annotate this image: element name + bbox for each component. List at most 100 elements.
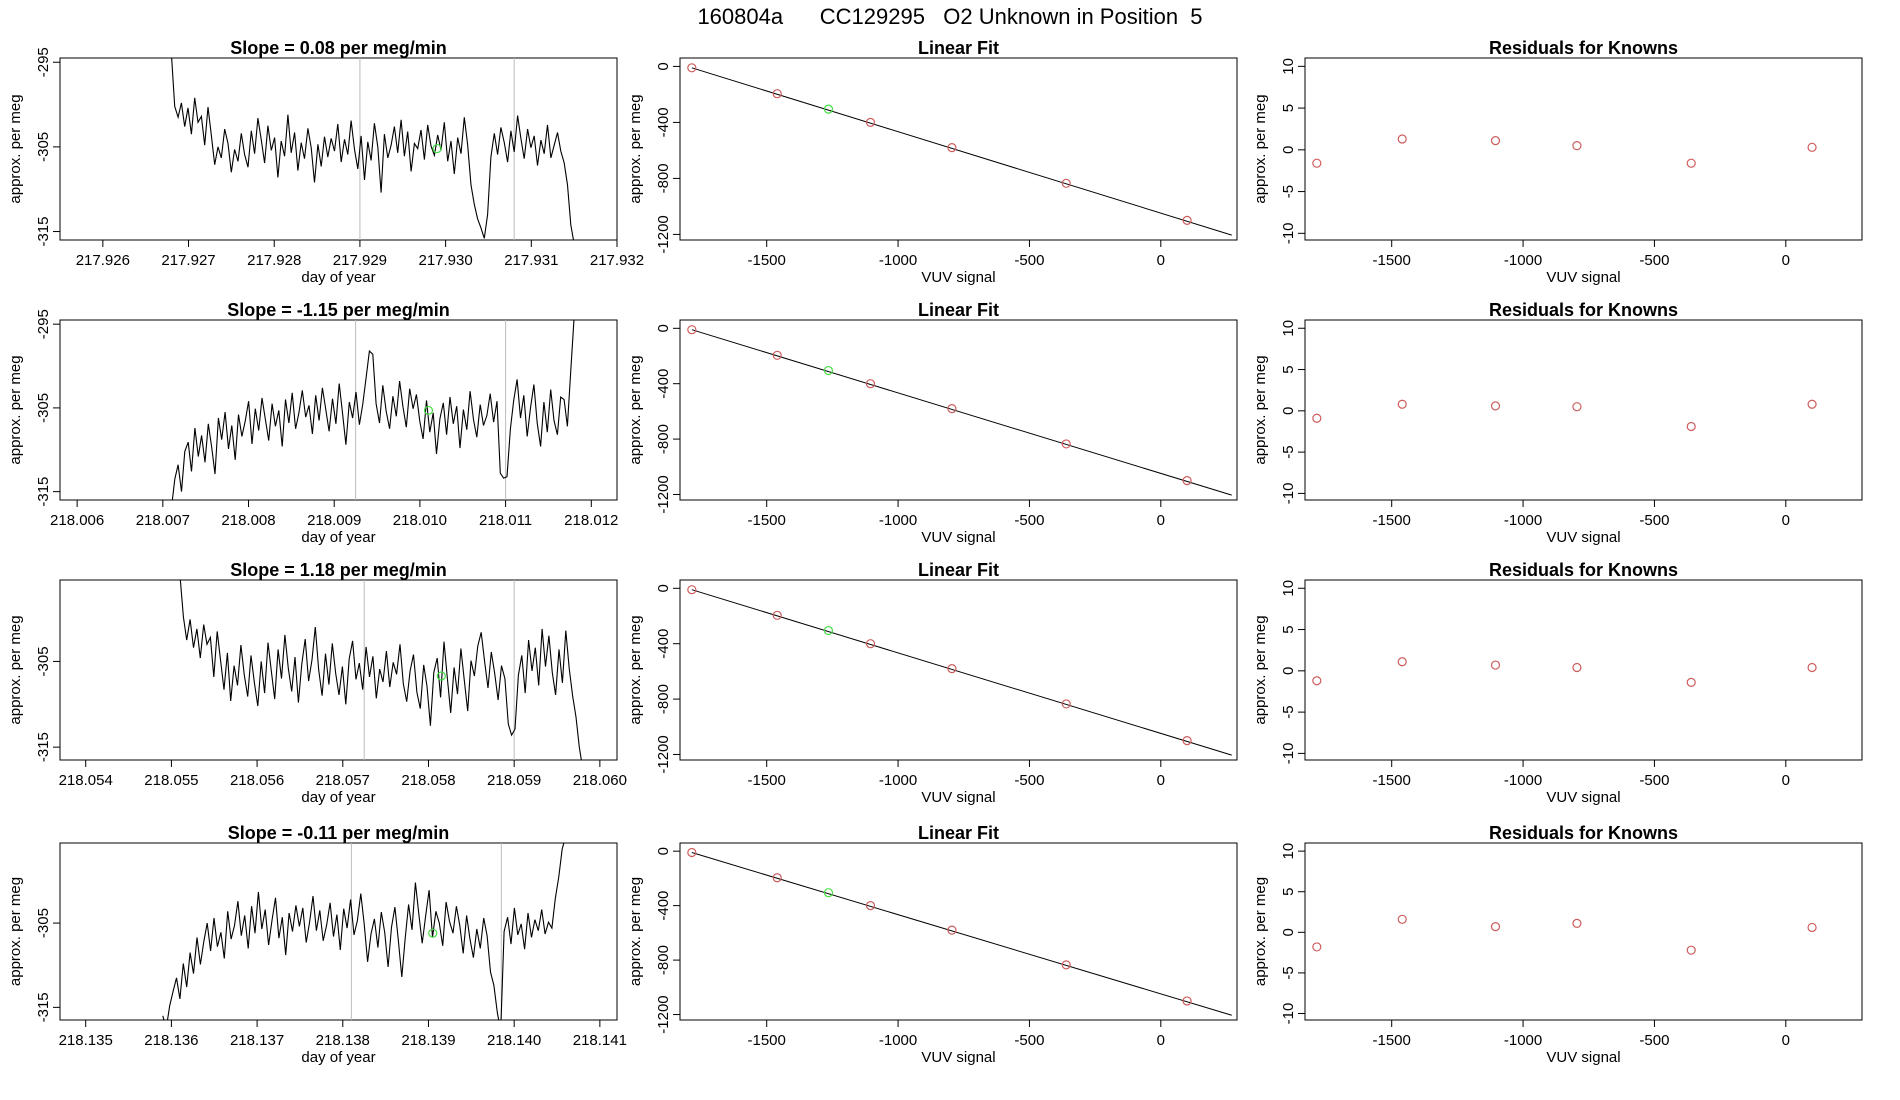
series-line: [162, 843, 565, 1020]
y-tick-label: -800: [655, 163, 672, 193]
data-point: [1061, 439, 1071, 449]
series-line: [171, 58, 575, 240]
x-tick-label: -500: [1639, 252, 1669, 269]
plot-area: [179, 580, 582, 760]
y-tick-label: 0: [655, 324, 672, 332]
plot-frame: [59, 57, 618, 241]
y-tick-label: -305: [35, 908, 52, 938]
x-axis-label: VUV signal: [921, 1049, 995, 1066]
data-point: [865, 379, 876, 389]
y-tick-label: -10: [1280, 222, 1297, 244]
y-tick-label: -315: [35, 217, 52, 247]
x-tick-label: 218.059: [487, 772, 541, 789]
y-tick-label: 5: [1280, 888, 1297, 896]
x-axis-label: day of year: [301, 529, 375, 546]
plot-title: Linear Fit: [918, 560, 999, 580]
unknown-point: [823, 365, 834, 376]
y-tick-label: -5: [1280, 185, 1297, 198]
data-point: [1686, 421, 1696, 432]
y-axis-label: approx. per meg: [7, 877, 24, 986]
y-tick-label: -800: [655, 424, 672, 454]
panel-time-series-row-1: Slope = 0.08 per meg/min 217.926 217.927 21…: [7, 38, 644, 286]
data-point: [1312, 676, 1322, 686]
data-point: [1397, 134, 1407, 144]
y-tick-label: 0: [655, 847, 672, 855]
y-axis-label: approx. per meg: [1252, 877, 1269, 986]
x-tick-label: -500: [1639, 1032, 1669, 1049]
plot-area: [687, 585, 1232, 756]
x-tick-label: 217.927: [161, 252, 215, 269]
data-point: [687, 847, 697, 858]
plot-frame: [59, 579, 618, 761]
plot-frame: [679, 579, 1238, 761]
y-tick-label: -1200: [655, 735, 672, 773]
x-tick-label: -500: [1014, 1032, 1044, 1049]
y-tick-label: -305: [35, 646, 52, 676]
x-tick-label: -1000: [879, 1032, 917, 1049]
y-tick-label: 0: [1280, 146, 1297, 154]
data-point: [687, 63, 697, 73]
fit-line: [691, 589, 1232, 756]
y-tick-label: -1200: [655, 475, 672, 513]
x-tick-label: -1500: [1373, 1032, 1411, 1049]
y-tick-label: 10: [1280, 580, 1297, 597]
x-tick-label: 0: [1782, 1032, 1790, 1049]
x-tick-label: -1000: [1504, 772, 1542, 789]
data-point: [1686, 158, 1696, 168]
panel-linear-fit-row-4: Linear Fit -1500 -1000 -500 0 VUV signal 0 -400…: [627, 823, 1238, 1066]
y-tick-label: 5: [1280, 104, 1297, 112]
plot-title: Slope = -0.11 per meg/min: [228, 823, 450, 843]
y-tick-label: -10: [1280, 483, 1297, 505]
x-axis-label: VUV signal: [1546, 529, 1620, 546]
x-tick-label: 0: [1782, 252, 1790, 269]
panel-time-series-row-2: Slope = -1.15 per meg/min 218.006 218.007 2…: [7, 300, 618, 546]
x-tick-label: 218.060: [573, 772, 627, 789]
unknown-point: [436, 671, 446, 681]
unknown-point: [432, 143, 442, 154]
x-axis-label: VUV signal: [1546, 789, 1620, 806]
fit-line: [691, 852, 1232, 1016]
data-point: [1182, 476, 1192, 486]
x-tick-label: 218.057: [316, 772, 370, 789]
y-tick-label: 5: [1280, 625, 1297, 633]
data-point: [687, 585, 697, 595]
plot-area: [687, 63, 1232, 236]
x-tick-label: 218.137: [230, 1032, 284, 1049]
data-point: [1312, 158, 1322, 168]
plot-title: Residuals for Knowns: [1489, 38, 1678, 58]
plot-frame: [59, 842, 618, 1021]
y-tick-label: -10: [1280, 1003, 1297, 1025]
x-tick-label: 0: [1157, 512, 1165, 529]
data-point: [772, 610, 782, 620]
x-tick-label: 218.055: [144, 772, 198, 789]
fit-line: [691, 329, 1232, 496]
data-point: [1182, 215, 1192, 225]
unknown-point: [423, 405, 434, 416]
x-tick-label: 218.056: [230, 772, 284, 789]
series-line: [171, 320, 575, 500]
plot-area: [171, 58, 575, 240]
x-tick-label: -1500: [1373, 252, 1411, 269]
x-tick-label: -500: [1639, 512, 1669, 529]
y-tick-label: 10: [1280, 320, 1297, 337]
x-tick-label: 218.011: [479, 512, 532, 529]
plot-title: Linear Fit: [918, 300, 999, 320]
x-tick-label: 218.012: [564, 512, 618, 529]
plot-area: [171, 320, 575, 500]
y-tick-label: 0: [1280, 928, 1297, 936]
x-tick-label: 217.926: [76, 252, 130, 269]
y-tick-label: -400: [655, 107, 672, 137]
data-point: [1061, 960, 1071, 970]
data-point: [1686, 945, 1696, 955]
unknown-point: [823, 104, 834, 114]
x-tick-label: -1500: [748, 1032, 786, 1049]
y-tick-label: -295: [35, 47, 52, 77]
x-tick-label: -1000: [879, 252, 917, 269]
series-line: [179, 580, 582, 760]
plot-area: [162, 843, 565, 1020]
y-tick-label: -10: [1280, 743, 1297, 765]
y-tick-label: -5: [1280, 445, 1297, 458]
data-point: [1572, 918, 1582, 928]
data-point: [1572, 141, 1582, 151]
x-tick-label: 218.138: [316, 1032, 370, 1049]
